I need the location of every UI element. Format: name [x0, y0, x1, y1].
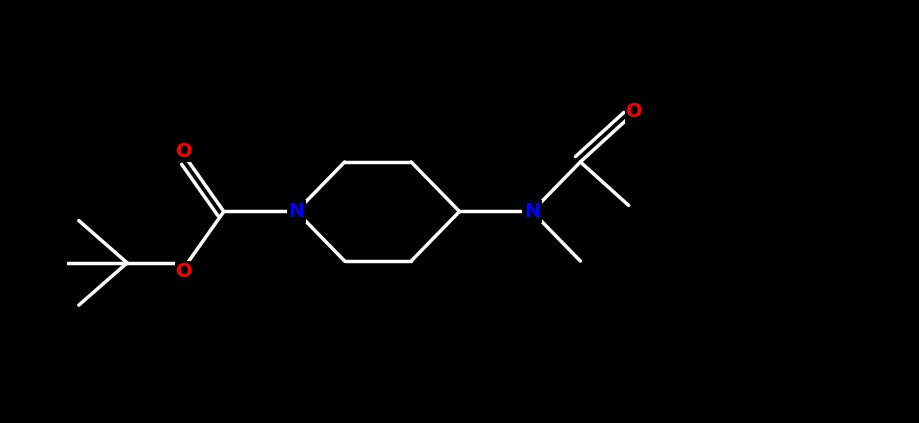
Text: O: O [627, 102, 643, 121]
Text: O: O [176, 262, 193, 281]
Text: N: N [524, 202, 540, 221]
Text: O: O [176, 142, 193, 161]
Text: N: N [289, 202, 304, 221]
